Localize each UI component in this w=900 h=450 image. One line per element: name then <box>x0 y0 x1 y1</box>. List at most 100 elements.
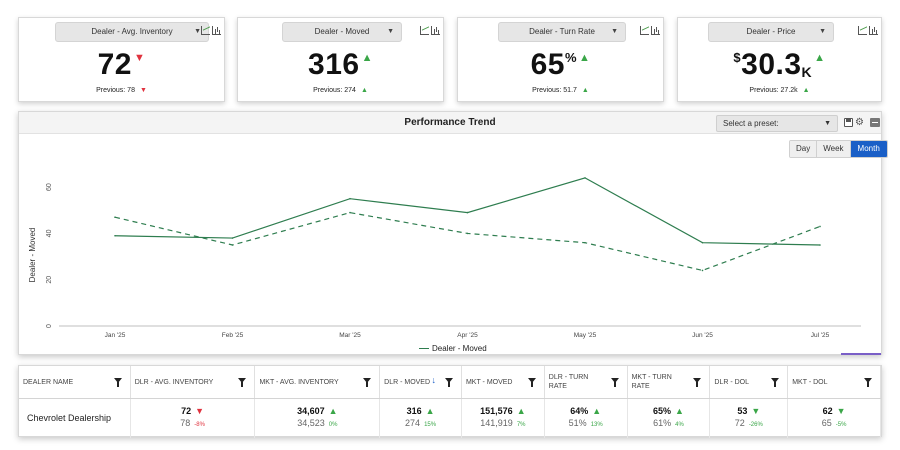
cell-percent-change: 7% <box>516 422 526 428</box>
trend-up-icon: ▲ <box>579 52 591 64</box>
minimize-icon[interactable] <box>870 118 880 127</box>
data-point <box>114 234 116 237</box>
filter-icon[interactable] <box>444 378 453 387</box>
cell-previous-value: 274 <box>405 418 421 428</box>
kpi-previous-text: Previous: 274 <box>313 87 356 94</box>
metric-select[interactable]: Dealer - Price ▼ <box>708 22 834 42</box>
filter-icon[interactable] <box>527 378 536 387</box>
save-icon[interactable] <box>844 118 853 127</box>
cell-value: 53 ▼ <box>710 406 787 416</box>
kpi-value-number: 316 <box>308 48 360 81</box>
kpi-previous-text: Previous: 78 <box>96 87 135 94</box>
line-chart-icon[interactable] <box>420 26 429 35</box>
cell-current-value: 53 <box>737 406 748 416</box>
data-point <box>114 216 116 219</box>
y-axis-label: Dealer - Moved <box>28 228 37 283</box>
trend-up-icon: ▲ <box>592 406 602 416</box>
cell-previous-value: 34,523 <box>297 418 325 428</box>
cell-previous: 274 15% <box>380 418 461 428</box>
trend-up-icon: ▲ <box>328 406 338 416</box>
cell-value: 72 ▼ <box>131 406 255 416</box>
kpi-card-moved: Dealer - Moved ▼ 316 ▲ Previous: 274 ▲ <box>237 17 444 102</box>
column-header[interactable]: DLR - DOL <box>710 366 789 398</box>
cell-percent-change: 4% <box>675 422 684 428</box>
column-header-label: MKT - DOL <box>792 378 828 386</box>
table-cell: 53 ▼ 72 -26% <box>710 399 789 438</box>
cell-previous: 141,919 7% <box>462 418 544 428</box>
filter-icon[interactable] <box>693 378 702 387</box>
preset-select[interactable]: Select a preset: ▼ <box>716 115 838 132</box>
filter-icon[interactable] <box>610 378 619 387</box>
bar-chart-icon[interactable] <box>431 26 440 35</box>
data-point <box>466 211 469 214</box>
cell-percent-change: -5% <box>835 422 847 428</box>
kpi-value-number: 72 <box>97 48 132 81</box>
table-header: DEALER NAME DLR - AVG. INVENTORY MKT - AVG… <box>19 366 881 399</box>
data-point <box>584 177 586 179</box>
range-month-button[interactable]: Month <box>850 141 887 157</box>
y-tick-label: 20 <box>46 276 53 284</box>
metric-select[interactable]: Dealer - Avg. Inventory ▼ <box>55 22 209 42</box>
bar-chart-icon[interactable] <box>869 26 878 35</box>
scrollbar[interactable] <box>841 353 881 355</box>
trend-up-icon: ▲ <box>425 406 435 416</box>
bar-chart-icon[interactable] <box>651 26 660 35</box>
cell-previous: 78 -8% <box>131 418 255 428</box>
column-header-label: DLR - TURN RATE <box>548 374 589 390</box>
cell-current-value: 64% <box>570 406 589 416</box>
cell-percent-change: 15% <box>424 422 437 428</box>
metric-select-label: Dealer - Moved <box>314 27 370 36</box>
filter-icon[interactable] <box>864 378 872 387</box>
y-tick-label: 60 <box>46 183 53 191</box>
table-cell: 316 ▲ 274 15% <box>380 399 462 438</box>
bar-chart-icon[interactable] <box>212 26 221 35</box>
column-header[interactable]: DEALER NAME <box>19 366 131 398</box>
sort-arrow-icon[interactable]: ↓ <box>431 375 436 385</box>
kpi-previous-text: Previous: 51.7 <box>532 87 577 94</box>
metric-select[interactable]: Dealer - Turn Rate ▼ <box>498 22 626 42</box>
filter-icon[interactable] <box>363 378 372 387</box>
cell-value: 34,607 ▲ <box>255 406 379 416</box>
cell-value: 64% ▲ <box>545 406 627 416</box>
column-header-label: DEALER NAME <box>23 378 74 386</box>
column-header-label: DLR - DOL <box>714 378 750 386</box>
cell-percent-change: -8% <box>194 422 205 428</box>
metric-select[interactable]: Dealer - Moved ▼ <box>282 22 402 42</box>
table-cell: 151,576 ▲ 141,919 7% <box>462 399 545 438</box>
column-header[interactable]: MKT - TURN RATE <box>628 366 711 398</box>
column-header[interactable]: MKT - AVG. INVENTORY <box>255 366 381 398</box>
column-header[interactable]: MKT - DOL <box>788 366 881 398</box>
filter-icon[interactable] <box>771 378 780 387</box>
line-chart-icon[interactable] <box>640 26 649 35</box>
y-tick-label: 40 <box>46 229 53 237</box>
trend-down-icon: ▼ <box>139 87 147 94</box>
line-chart-icon[interactable] <box>858 26 867 35</box>
data-point <box>701 241 704 244</box>
data-point <box>819 244 821 246</box>
line-chart: Dealer - Moved 0 20 40 60 Jan '25 Feb '25 Mar '… <box>28 177 861 339</box>
dealer-table: DEALER NAME DLR - AVG. INVENTORY MKT - AVG… <box>18 365 882 438</box>
cell-previous-value: 141,919 <box>480 418 513 428</box>
cell-percent-change: 13% <box>590 422 603 428</box>
column-header[interactable]: MKT - MOVED <box>462 366 545 398</box>
filter-icon[interactable] <box>238 378 247 387</box>
kpi-value-number: 30.3 <box>741 48 802 81</box>
metric-select-label: Dealer - Price <box>746 27 796 36</box>
chevron-down-icon: ▼ <box>819 28 826 35</box>
line-chart-icon[interactable] <box>201 26 210 35</box>
chevron-down-icon: ▼ <box>611 28 618 35</box>
cell-previous: 72 -26% <box>710 418 787 428</box>
filter-icon[interactable] <box>113 378 122 387</box>
cell-percent-change: -26% <box>748 422 763 428</box>
gear-icon[interactable]: ⚙ <box>855 117 864 128</box>
range-day-button[interactable]: Day <box>790 141 818 157</box>
range-week-button[interactable]: Week <box>817 141 851 157</box>
column-header[interactable]: DLR - TURN RATE <box>545 366 628 398</box>
chart-legend[interactable]: Dealer - Moved <box>419 344 487 353</box>
column-header[interactable]: DLR - MOVED ↓ <box>380 366 462 398</box>
column-header[interactable]: DLR - AVG. INVENTORY <box>131 366 256 398</box>
chart-title: Performance Trend <box>404 117 496 128</box>
table-row: Chevrolet Dealership 72 ▼ 78 -8% 34,607 ▲ 34,52… <box>19 399 881 438</box>
kpi-previous-text: Previous: 27.2k <box>749 87 798 94</box>
cell-previous-value: 72 <box>734 418 745 428</box>
